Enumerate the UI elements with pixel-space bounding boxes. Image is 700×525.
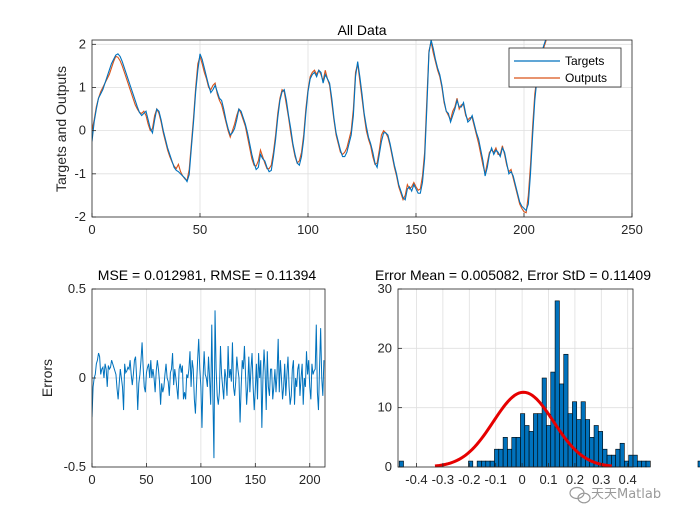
histogram-bar [541,377,547,468]
axes-all-data[interactable]: All Data Targets and Outputs 0 50 100 150 20… [53,0,643,237]
tick-label-y: -1 [74,166,86,181]
ticks-errors: 0 50 100 150 200-0.500.5 [64,281,321,487]
tick-label-x: 150 [244,472,266,487]
chart-title-all-data: All Data [337,22,386,38]
axes-box-histogram [397,288,634,468]
histogram-bar [554,300,560,468]
tick-label-x: 0.2 [566,472,584,487]
ylabel-errors: Errors [39,359,55,397]
histogram-bar [489,460,495,468]
axes-histogram[interactable]: Error Mean = 0.005082, Error StD = 0.114… [375,267,700,487]
histogram-bar [528,431,534,468]
watermark: 天天Matlab [569,486,661,504]
histogram-bar [563,353,569,468]
tick-label-x: 200 [513,222,535,237]
series-line-targets [92,40,547,212]
tick-label-x: 100 [297,222,319,237]
histogram-bar [697,460,700,468]
axes-box-all-data [91,39,633,218]
ticks-histogram: -0.4 -0.3 -0.2 -0.1 0 0.1 0.2 0.3 0.4 0 10 20 30 [378,281,637,487]
histogram-bar [598,431,604,468]
histogram-bar [645,460,651,468]
histogram-bar [537,413,543,468]
series-line-errors [92,310,325,459]
tick-label-x: -0.1 [484,472,506,487]
tick-label-y: 0 [79,123,86,138]
histogram-bar [567,413,573,468]
tick-label-y: 2 [79,36,86,51]
histogram-bar [511,437,517,468]
histogram-bar [498,448,504,468]
tick-label-x: 50 [139,472,153,487]
tick-label-x: 0.3 [592,472,610,487]
wechat-logo-icon [569,486,591,504]
tick-label-x: 0 [88,472,95,487]
tick-label-x: 250 [621,222,643,237]
legend-box [508,47,622,88]
chart-title-mse: MSE = 0.012981, RMSE = 0.11394 [98,267,317,283]
histogram-bar [481,460,487,468]
histogram-bar [398,460,404,468]
histogram-bar [520,413,526,468]
histogram-bar [611,454,617,468]
axes-errors[interactable]: MSE = 0.012981, RMSE = 0.11394 Errors 0 5… [39,267,326,487]
tick-label-x: 0 [88,222,95,237]
histogram-bar [641,460,647,468]
ylabel-targets-outputs: Targets and Outputs [53,66,69,192]
histogram-bar [485,460,491,468]
histogram-bar [494,448,500,468]
histogram-bar [619,442,625,468]
histogram-bar [507,448,513,468]
tick-label-y: -2 [74,209,86,224]
histogram-bar [615,448,621,468]
tick-label-x: -0.2 [458,472,480,487]
histogram-bar [572,401,578,468]
tick-label-x: 200 [299,472,321,487]
ticks-all-data: 0 50 100 150 200 250 -2 -1 0 1 2 [74,36,642,237]
tick-label-y: 20 [378,340,392,355]
tick-label-y: 10 [378,400,392,415]
tick-label-x: 100 [190,472,212,487]
tick-label-x: -0.3 [432,472,454,487]
chart-title-error-stats: Error Mean = 0.005082, Error StD = 0.114… [375,267,651,283]
histogram-bar [576,419,582,468]
histogram-bar [515,437,521,468]
histogram-bar [559,383,565,468]
histogram-bar [476,460,482,468]
lines-all-data [92,40,547,214]
tick-label-y: -0.5 [64,459,86,474]
normal-fit-line [434,390,613,468]
tick-label-x: 0.4 [619,472,637,487]
tick-label-x: 50 [193,222,207,237]
histogram-bar [637,460,642,468]
tick-label-y: 0 [79,370,86,385]
histogram-bar [628,454,634,468]
tick-label-x: 0.1 [539,472,557,487]
histogram-bar [546,425,552,468]
histogram-bar [533,413,539,468]
normal-fit-curve [434,390,613,468]
tick-label-y: 0.5 [68,281,86,296]
tick-label-y: 30 [378,281,392,296]
histogram-bar [502,437,508,468]
tick-label-y: 0 [385,459,392,474]
tick-label-x: 0 [518,472,525,487]
histogram-bar [524,425,530,468]
histogram-bar [632,454,638,468]
tick-label-y: 1 [79,79,86,94]
histogram-bar [593,425,599,468]
legend[interactable]: Targets Outputs [508,47,622,88]
tick-label-x: 150 [405,222,427,237]
tick-label-x: -0.4 [405,472,427,487]
watermark-text: 天天Matlab [591,487,661,502]
legend-label-targets: Targets [565,54,604,68]
lines-errors [92,310,325,459]
legend-label-outputs: Outputs [565,71,607,85]
